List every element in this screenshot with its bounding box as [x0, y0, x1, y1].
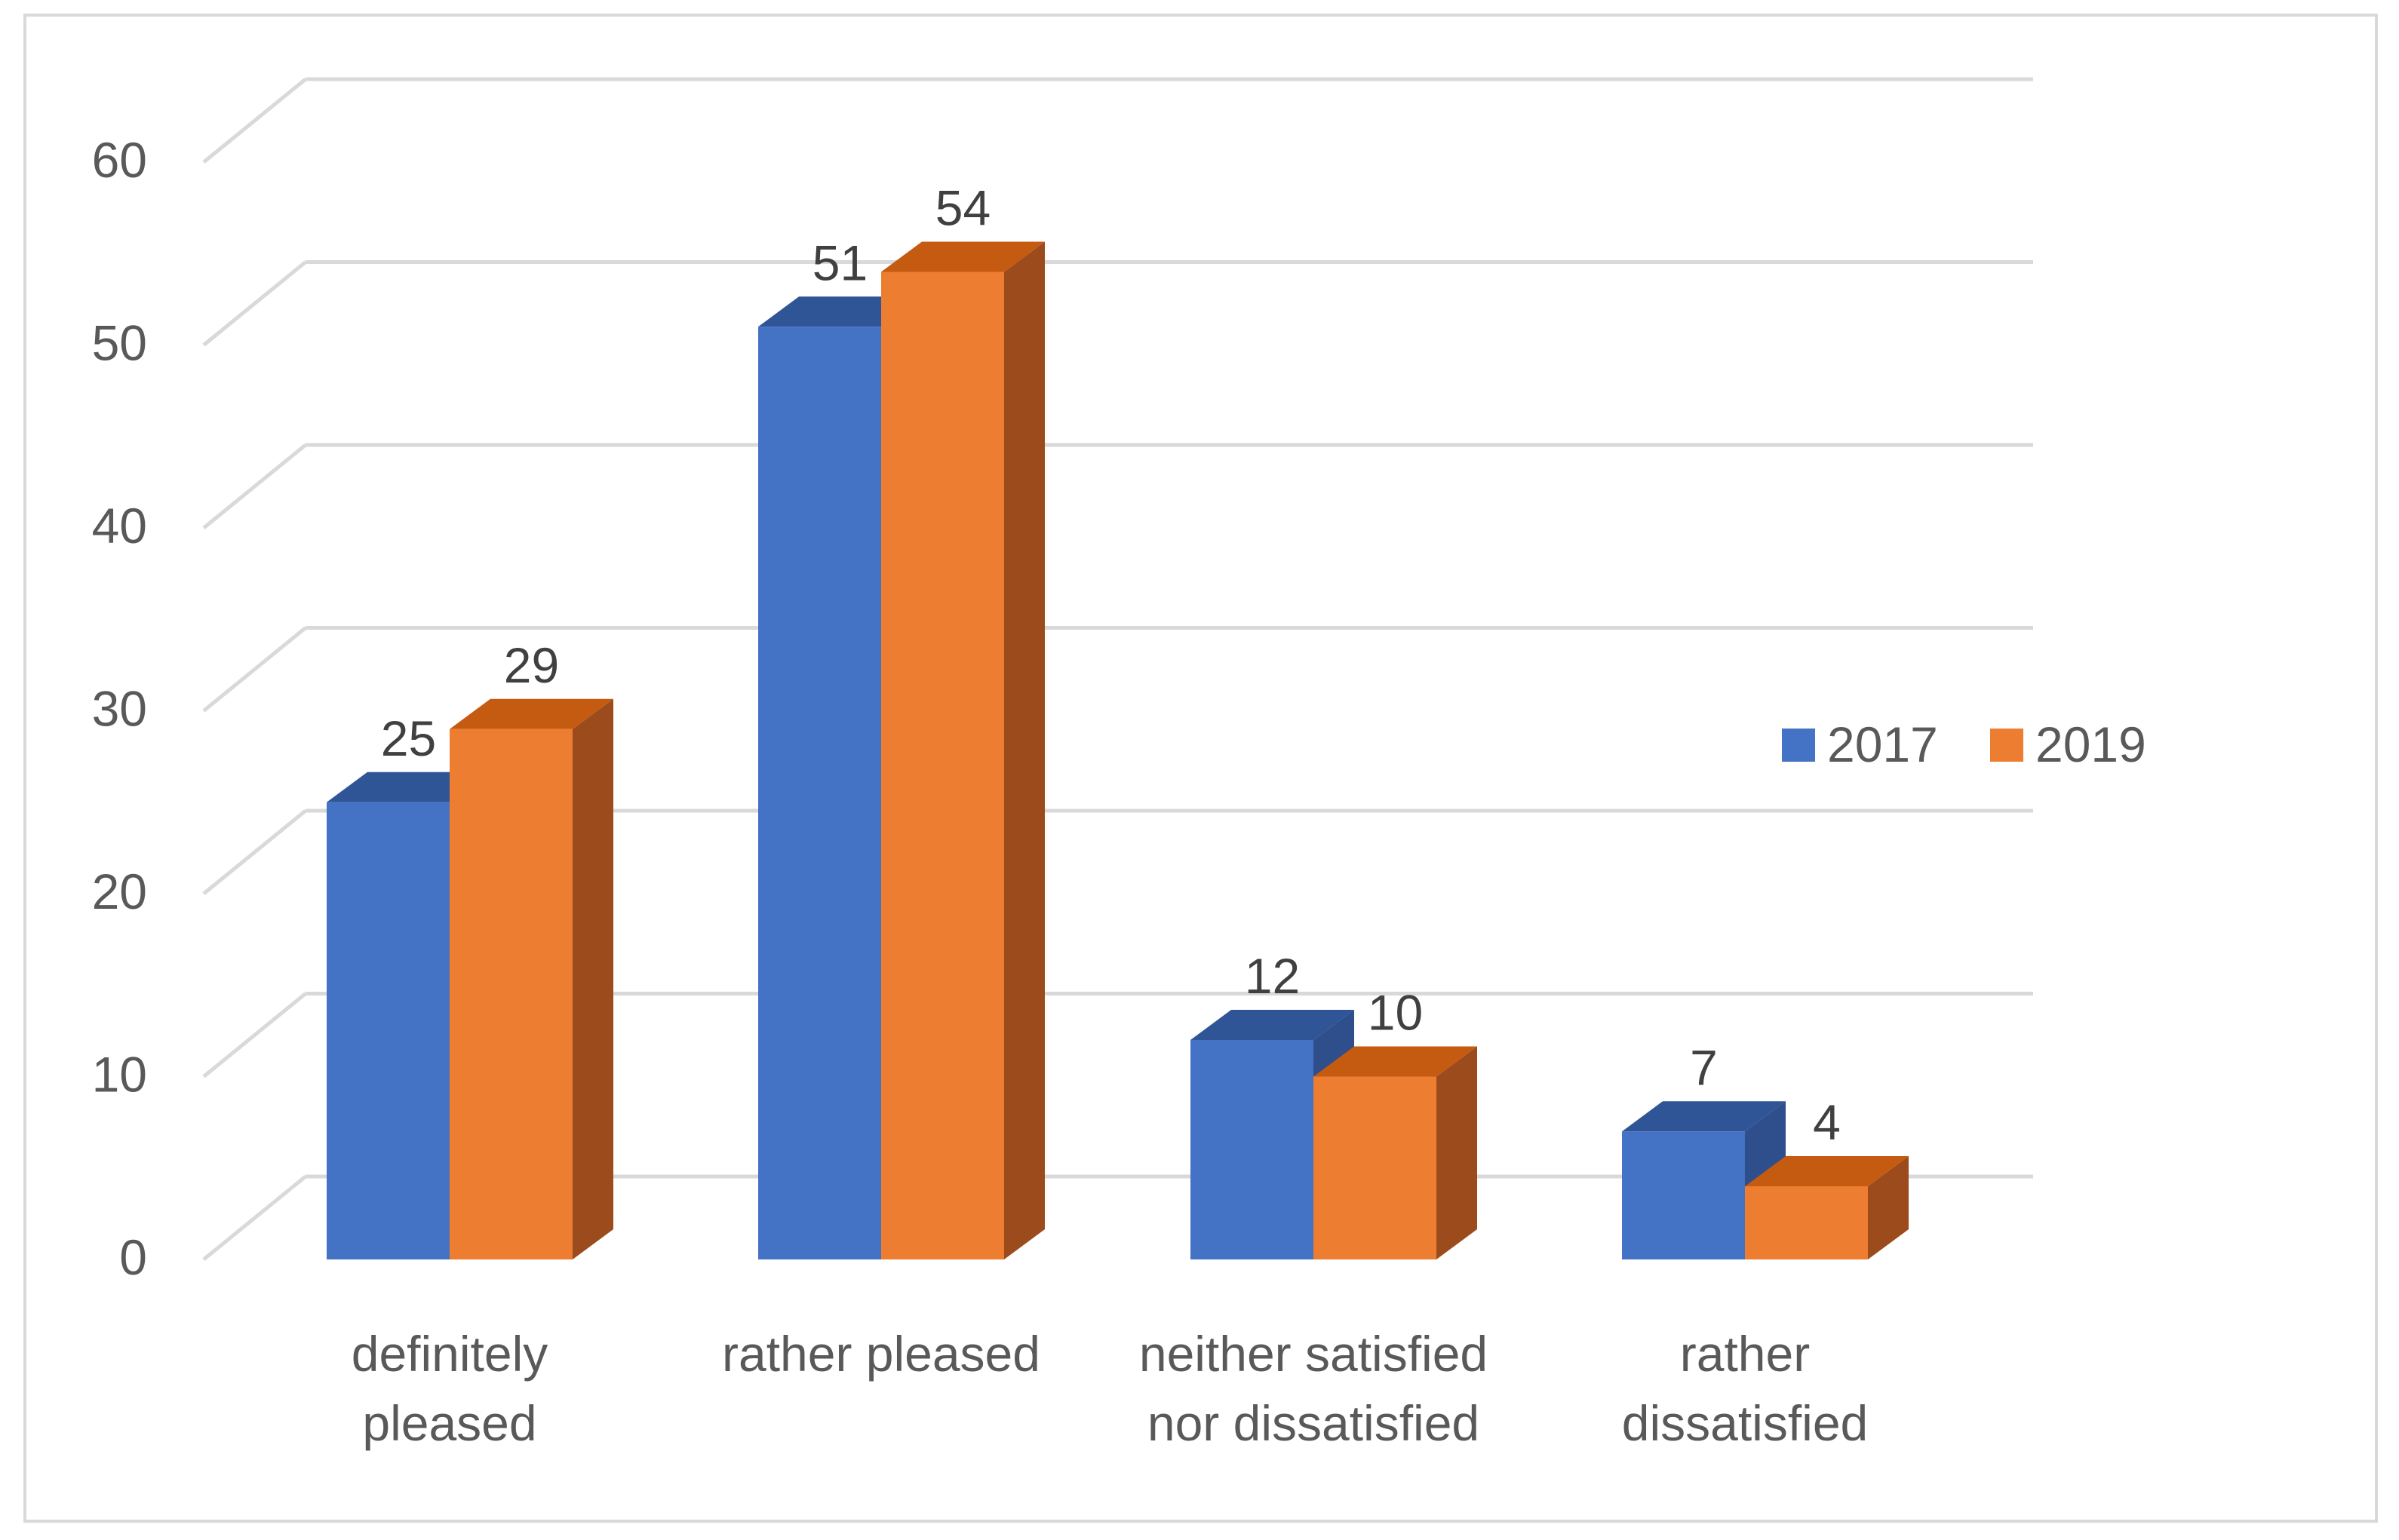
legend-label: 2019 [2035, 716, 2146, 772]
gridline-diagonal [202, 626, 307, 713]
bar-top-face [1622, 1101, 1786, 1132]
legend-label: 2017 [1827, 716, 1938, 772]
legend: 2017 2019 [1782, 716, 2146, 772]
bar-side-face [1436, 1046, 1477, 1259]
chart-border-group [23, 14, 2378, 1523]
bar-top-face [1313, 1046, 1477, 1077]
y-axis-tick-labels: 0 10 20 30 40 50 60 [92, 132, 147, 1285]
x-tick-label: definitely [352, 1326, 548, 1382]
data-label: 12 [1245, 948, 1300, 1004]
gridline-diagonal [202, 809, 307, 895]
bar-side-face [1868, 1156, 1909, 1259]
x-tick-label: dissatisfied [1622, 1395, 1869, 1451]
bar-2019-3 [1745, 1156, 1909, 1259]
data-label: 7 [1690, 1039, 1718, 1095]
x-tick-label: rather pleased [722, 1326, 1040, 1382]
bar-front-face [881, 271, 1004, 1259]
bars-group [327, 241, 1909, 1259]
y-tick-label: 10 [92, 1047, 147, 1103]
data-labels-group: 25 29 51 54 12 10 7 4 [381, 180, 1841, 1151]
bar-side-face [573, 698, 613, 1259]
y-tick-label: 30 [92, 681, 147, 737]
x-axis-tick-labels: definitely pleased rather pleased neither s… [352, 1326, 1869, 1451]
data-label: 29 [504, 637, 559, 693]
bar-front-face [1745, 1186, 1868, 1259]
x-tick-label: nor dissatisfied [1147, 1395, 1479, 1451]
y-tick-label: 50 [92, 315, 147, 371]
y-tick-label: 40 [92, 498, 147, 554]
gridline-diagonal [202, 443, 307, 529]
data-label: 4 [1813, 1094, 1841, 1150]
bar-front-face [1622, 1131, 1745, 1259]
y-tick-label: 0 [119, 1229, 147, 1285]
y-tick-label: 20 [92, 864, 147, 919]
data-label: 51 [812, 235, 868, 290]
y-tick-label: 60 [92, 132, 147, 188]
bar-top-face [881, 241, 1045, 272]
data-label: 25 [381, 710, 436, 766]
gridline-diagonal [202, 992, 307, 1078]
bar-top-face [450, 698, 613, 729]
x-tick-label: pleased [362, 1395, 536, 1451]
bar-front-face [450, 729, 573, 1259]
legend-item-2019: 2019 [1990, 716, 2146, 772]
legend-swatch [1782, 729, 1815, 762]
bar-front-face [1190, 1040, 1313, 1259]
data-label: 10 [1368, 985, 1423, 1041]
gridline-diagonal [202, 78, 307, 164]
bar-front-face [1313, 1076, 1436, 1259]
gridline-diagonal [202, 1175, 307, 1261]
chart-border [23, 14, 2378, 1523]
bar-side-face [1004, 241, 1045, 1259]
gridline-diagonal [202, 260, 307, 347]
x-tick-label: neither satisfied [1139, 1326, 1488, 1382]
bar-top-face [1745, 1156, 1909, 1186]
x-tick-label: rather [1680, 1326, 1810, 1382]
legend-swatch [1990, 729, 2023, 762]
bar-top-face [1190, 1010, 1354, 1040]
bar-front-face [327, 802, 450, 1259]
legend-item-2017: 2017 [1782, 716, 1938, 772]
bar-2019-0 [450, 698, 613, 1259]
bar-2019-2 [1313, 1046, 1477, 1259]
bar-2019-1 [881, 241, 1045, 1259]
bar-top-face [758, 296, 922, 327]
bar-top-face [327, 772, 490, 802]
bar-front-face [758, 327, 881, 1259]
data-label: 54 [935, 180, 991, 236]
